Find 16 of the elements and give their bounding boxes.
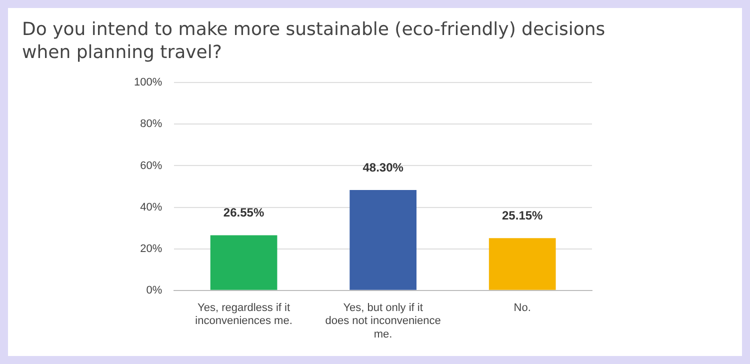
y-tick-label: 40%: [140, 201, 162, 214]
data-label: 26.55%: [223, 206, 264, 220]
data-label: 25.15%: [502, 208, 544, 222]
chart-title: Do you intend to make more sustainable (eco-friendly) decisions when planning travel?: [22, 18, 606, 64]
y-tick-label: 80%: [140, 118, 162, 130]
bar: [210, 235, 278, 290]
x-tick-label: Yes, regardless if it inconveniences me.: [195, 302, 292, 328]
bar: [350, 190, 416, 290]
bar: [488, 238, 556, 290]
x-tick-label: Yes, but only if it does not inconvenience me.: [325, 302, 441, 340]
x-tick-label: No.: [514, 302, 531, 314]
y-tick-label: 100%: [134, 76, 162, 89]
data-label: 48.30%: [362, 160, 404, 174]
y-tick-label: 20%: [140, 242, 162, 255]
y-tick-label: 0%: [146, 284, 162, 296]
y-tick-label: 60%: [140, 160, 162, 172]
